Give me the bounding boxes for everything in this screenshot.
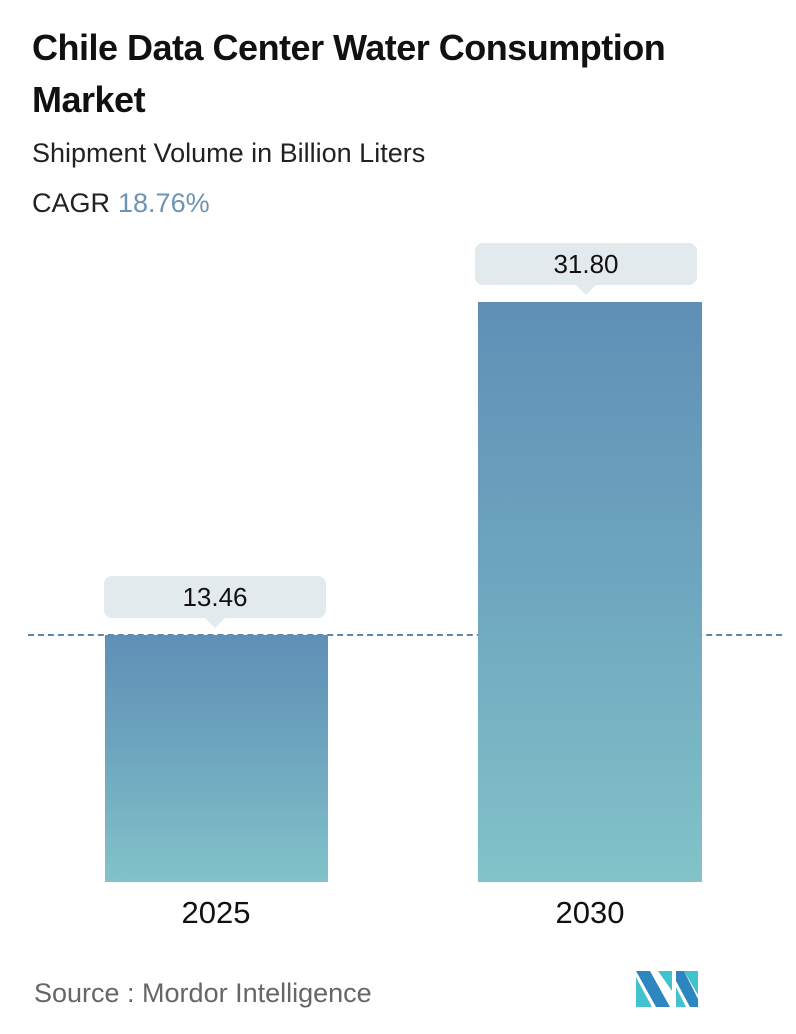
value-label-2030: 31.80	[475, 243, 697, 295]
bar-2025	[105, 635, 328, 882]
x-label-2025: 2025	[181, 895, 251, 930]
cagr-label: CAGR	[32, 188, 111, 218]
x-label-2030: 2030	[555, 895, 625, 930]
bar-2030	[478, 302, 702, 882]
chart-title: Chile Data Center Water Consumption Mark…	[32, 27, 666, 120]
mordor-intelligence-logo-icon	[636, 971, 698, 1007]
chart-subtitle: Shipment Volume in Billion Liters	[32, 138, 426, 168]
value-label-2025: 13.46	[104, 576, 326, 628]
source-text: Source : Mordor Intelligence	[34, 978, 372, 1008]
reference-dashed-line	[28, 634, 782, 636]
cagr: CAGR 18.76%	[32, 188, 210, 219]
cagr-value: 18.76%	[118, 188, 210, 218]
